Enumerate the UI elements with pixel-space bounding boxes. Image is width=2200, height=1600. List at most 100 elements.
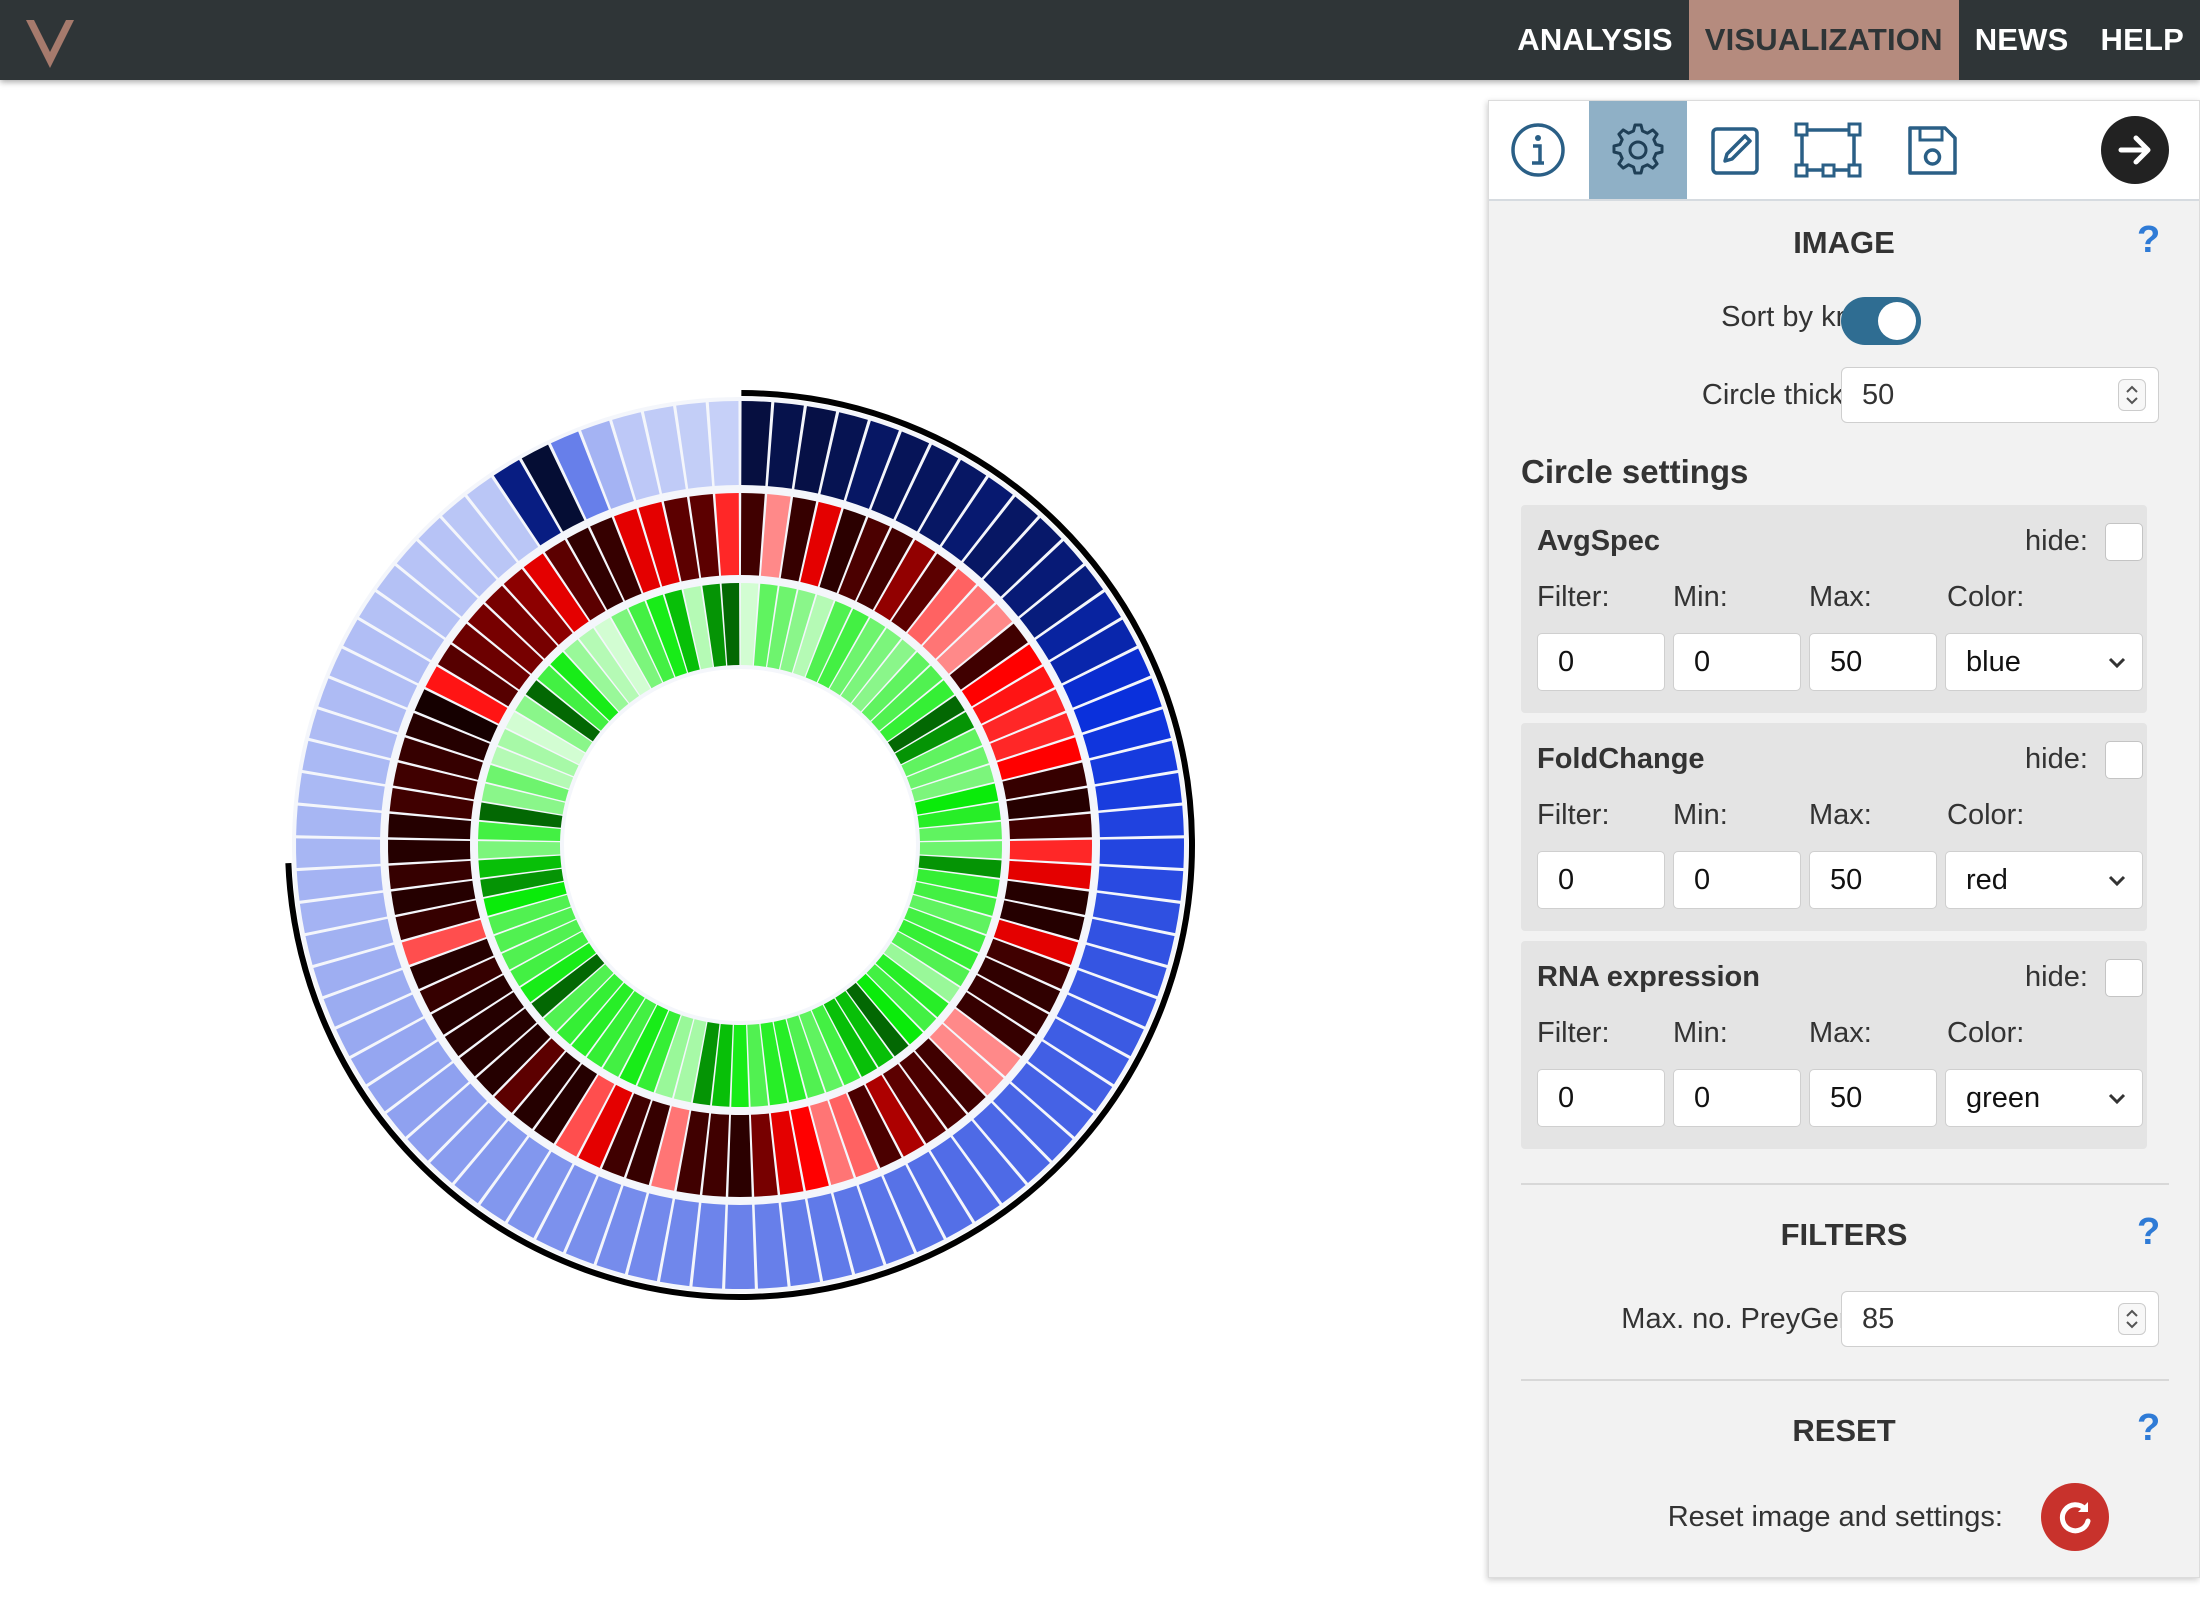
- foldchange-segment[interactable]: [388, 813, 472, 840]
- avgspec-segment[interactable]: [612, 412, 660, 501]
- reset-help-icon[interactable]: ?: [2137, 1407, 2161, 1449]
- avgspec-segment[interactable]: [1092, 892, 1181, 934]
- avgspec-segment[interactable]: [781, 1199, 821, 1287]
- filter-input[interactable]: 0: [1537, 851, 1665, 909]
- avgspec-segment[interactable]: [336, 994, 424, 1057]
- avgspec-segment[interactable]: [1043, 1018, 1130, 1085]
- foldchange-segment[interactable]: [393, 762, 478, 800]
- avgspec-segment[interactable]: [941, 477, 1013, 561]
- stepper-icon[interactable]: [2118, 1303, 2146, 1335]
- rna-segment[interactable]: [491, 746, 574, 789]
- foldchange-segment[interactable]: [601, 1093, 651, 1178]
- foldchange-segment[interactable]: [467, 603, 544, 674]
- foldchange-segment[interactable]: [874, 539, 936, 621]
- foldchange-segment[interactable]: [523, 553, 589, 632]
- rna-segment[interactable]: [520, 943, 596, 1003]
- rna-segment[interactable]: [846, 982, 909, 1057]
- foldchange-segment[interactable]: [882, 1063, 946, 1144]
- avgspec-segment[interactable]: [418, 517, 497, 597]
- foldchange-segment[interactable]: [555, 1075, 615, 1157]
- avgspec-segment[interactable]: [1002, 540, 1084, 617]
- foldchange-segment[interactable]: [398, 737, 483, 780]
- avgspec-segment[interactable]: [983, 517, 1062, 597]
- avgspec-segment[interactable]: [1019, 565, 1104, 638]
- foldchange-segment[interactable]: [1002, 762, 1087, 800]
- rna-segment[interactable]: [664, 589, 700, 673]
- avgspec-segment[interactable]: [565, 1176, 622, 1265]
- avgspec-segment[interactable]: [467, 477, 539, 561]
- avgspec-segment[interactable]: [846, 420, 899, 509]
- tab-selection[interactable]: [1779, 101, 1877, 199]
- rna-segment[interactable]: [805, 601, 852, 683]
- avgspec-segment[interactable]: [302, 740, 391, 785]
- foldchange-segment[interactable]: [915, 1038, 986, 1113]
- avgspec-segment[interactable]: [295, 838, 381, 869]
- foldchange-segment[interactable]: [943, 1008, 1021, 1077]
- sort-by-known-toggle[interactable]: [1841, 297, 1921, 345]
- rna-segment[interactable]: [543, 964, 614, 1032]
- avgspec-segment[interactable]: [507, 1151, 573, 1239]
- foldchange-segment[interactable]: [936, 603, 1013, 674]
- foldchange-segment[interactable]: [459, 1008, 537, 1077]
- reset-button[interactable]: [2041, 1483, 2109, 1551]
- rna-segment[interactable]: [655, 1015, 694, 1099]
- rna-segment[interactable]: [887, 695, 965, 753]
- foldchange-segment[interactable]: [391, 880, 476, 915]
- avgspec-segment[interactable]: [993, 1083, 1073, 1161]
- avgspec-segment[interactable]: [550, 431, 609, 520]
- foldchange-segment[interactable]: [534, 1063, 598, 1144]
- avgspec-segment[interactable]: [313, 944, 402, 997]
- rna-segment[interactable]: [619, 1004, 669, 1086]
- foldchange-segment[interactable]: [1009, 839, 1092, 864]
- max-input[interactable]: 50: [1809, 1069, 1937, 1127]
- foldchange-segment[interactable]: [590, 517, 642, 601]
- avgspec-segment[interactable]: [725, 1204, 755, 1289]
- foldchange-segment[interactable]: [414, 689, 498, 742]
- foldchange-segment[interactable]: [437, 644, 519, 707]
- rna-segment[interactable]: [773, 1019, 807, 1103]
- rna-segment[interactable]: [753, 583, 778, 667]
- foldchange-segment[interactable]: [780, 497, 817, 582]
- avgspec-segment[interactable]: [442, 496, 517, 579]
- rna-segment[interactable]: [571, 982, 634, 1057]
- rna-segment[interactable]: [586, 990, 645, 1068]
- rna-segment[interactable]: [895, 712, 975, 765]
- avgspec-segment[interactable]: [1028, 1041, 1113, 1112]
- rna-segment[interactable]: [823, 998, 878, 1077]
- foldchange-segment[interactable]: [891, 553, 957, 632]
- avgspec-segment[interactable]: [1078, 944, 1167, 997]
- filters-help-icon[interactable]: ?: [2137, 1211, 2161, 1253]
- foldchange-segment[interactable]: [1006, 787, 1091, 820]
- rna-segment[interactable]: [501, 919, 582, 970]
- rna-segment[interactable]: [525, 680, 601, 742]
- foldchange-segment[interactable]: [702, 1113, 730, 1197]
- rna-segment[interactable]: [871, 665, 943, 731]
- avgspec-segment[interactable]: [627, 1193, 673, 1282]
- foldchange-segment[interactable]: [676, 1110, 710, 1195]
- avgspec-segment[interactable]: [883, 1164, 944, 1253]
- foldchange-segment[interactable]: [409, 938, 494, 990]
- foldchange-segment[interactable]: [651, 1106, 690, 1191]
- avgspec-segment[interactable]: [1086, 918, 1175, 966]
- avgspec-segment[interactable]: [807, 1193, 853, 1282]
- rna-segment[interactable]: [480, 868, 564, 897]
- rna-segment[interactable]: [879, 680, 955, 742]
- avgspec-segment[interactable]: [329, 648, 418, 708]
- rna-segment[interactable]: [914, 783, 999, 815]
- foldchange-segment[interactable]: [967, 975, 1049, 1035]
- foldchange-segment[interactable]: [476, 1023, 551, 1096]
- avgspec-segment[interactable]: [536, 1164, 597, 1253]
- nav-help[interactable]: HELP: [2100, 22, 2184, 57]
- avgspec-segment[interactable]: [659, 1199, 699, 1287]
- foldchange-segment[interactable]: [1007, 860, 1092, 890]
- foldchange-segment[interactable]: [689, 494, 720, 578]
- filter-input[interactable]: 0: [1537, 1069, 1665, 1127]
- min-input[interactable]: 0: [1673, 633, 1801, 691]
- foldchange-segment[interactable]: [800, 501, 842, 587]
- rna-segment[interactable]: [537, 665, 609, 731]
- rna-segment[interactable]: [767, 585, 797, 670]
- foldchange-segment[interactable]: [388, 839, 471, 864]
- rna-segment[interactable]: [564, 639, 629, 712]
- avgspec-segment[interactable]: [708, 401, 739, 486]
- foldchange-segment[interactable]: [990, 712, 1075, 761]
